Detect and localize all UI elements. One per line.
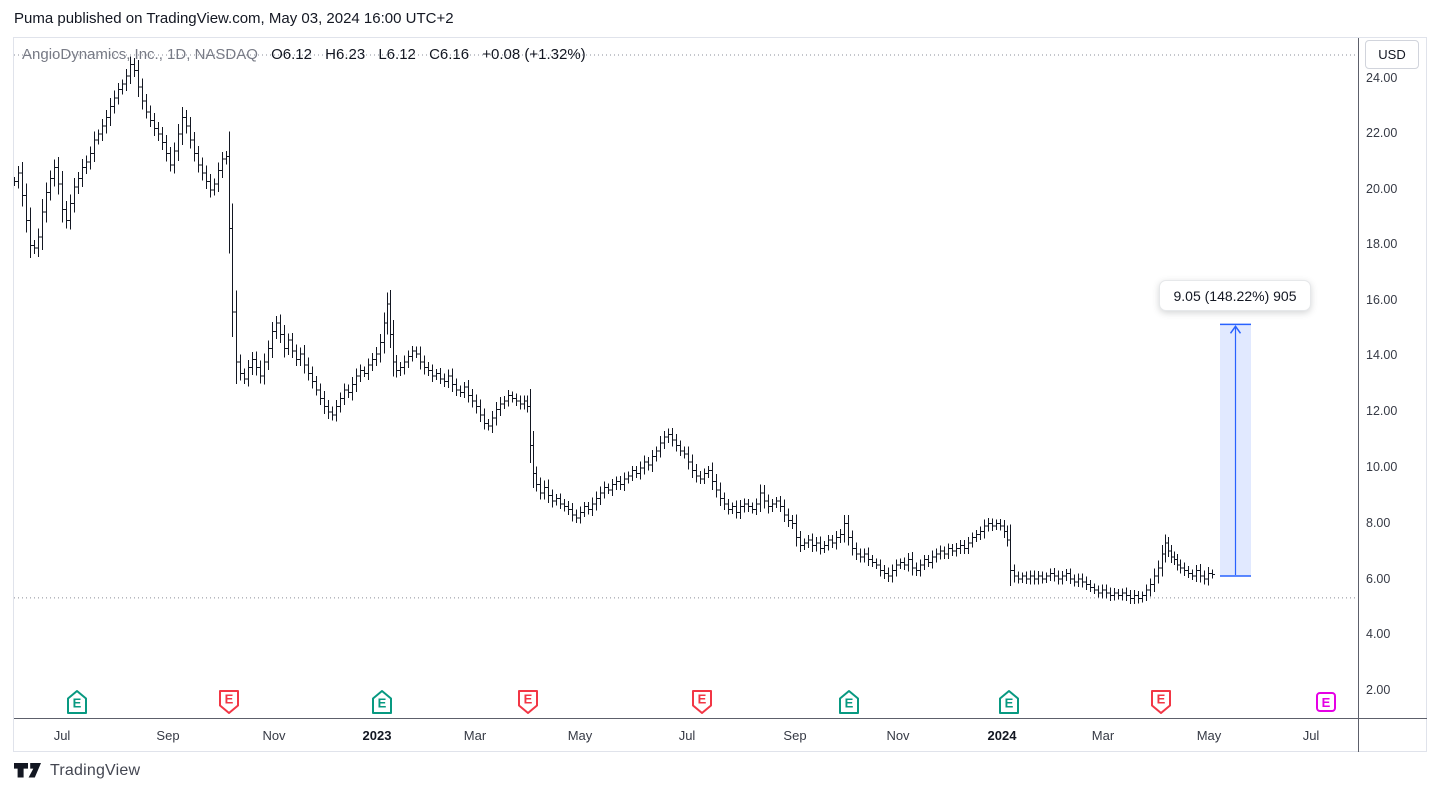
price-axis-label: 4.00 — [1366, 627, 1391, 641]
svg-text:E: E — [1322, 695, 1331, 710]
price-axis-label: 2.00 — [1366, 683, 1391, 697]
tradingview-mark-icon — [14, 763, 41, 778]
svg-text:E: E — [524, 692, 533, 707]
earnings-icon-beat[interactable]: E — [998, 689, 1020, 720]
time-axis-label: Nov — [886, 728, 910, 743]
svg-text:E: E — [378, 696, 387, 711]
time-axis-label: Jul — [678, 728, 696, 743]
earnings-icon-upcoming[interactable]: E — [1315, 691, 1337, 718]
price-axis-label: 20.00 — [1366, 182, 1398, 196]
price-bars — [14, 56, 1215, 605]
time-axis-label: Nov — [262, 728, 286, 743]
time-axis-label: Jul — [53, 728, 71, 743]
earnings-icon-miss[interactable]: E — [1150, 689, 1172, 720]
time-axis-label: 2023 — [362, 728, 392, 743]
time-axis-label: 2024 — [987, 728, 1017, 743]
price-axis-label: 16.00 — [1366, 293, 1398, 307]
time-axis-label: May — [1196, 728, 1222, 743]
earnings-icon-beat[interactable]: E — [66, 689, 88, 720]
ohlc-high-value: H6.23 — [325, 46, 366, 63]
high-low-reference-lines — [14, 54, 1358, 599]
earnings-icon-miss[interactable]: E — [218, 689, 240, 720]
ohlc-open-value: O6.12 — [271, 46, 312, 63]
change-value: +0.08 (+1.32%) — [482, 46, 586, 63]
time-axis-label: Mar — [463, 728, 487, 743]
time-axis-label: Sep — [783, 728, 807, 743]
price-axis-label: 18.00 — [1366, 237, 1398, 251]
time-axis-label: Mar — [1091, 728, 1115, 743]
earnings-icon-miss[interactable]: E — [691, 689, 713, 720]
svg-text:E: E — [698, 692, 707, 707]
svg-text:E: E — [1005, 696, 1014, 711]
symbol-title[interactable]: AngioDynamics, Inc., 1D, NASDAQ — [22, 46, 258, 63]
measure-tooltip: 9.05 (148.22%) 905 — [1159, 280, 1311, 311]
chart-legend[interactable]: AngioDynamics, Inc., 1D, NASDAQ O6.12 H6… — [22, 46, 595, 63]
time-axis-label: Sep — [156, 728, 180, 743]
price-axis-label: 24.00 — [1366, 71, 1398, 85]
ohlc-low-value: L6.12 — [378, 46, 416, 63]
price-axis-separator — [1358, 38, 1359, 752]
earnings-icon-beat[interactable]: E — [838, 689, 860, 720]
price-axis-label: 8.00 — [1366, 516, 1391, 530]
svg-text:E: E — [73, 696, 82, 711]
earnings-icon-miss[interactable]: E — [517, 689, 539, 720]
brand-text: TradingView — [50, 762, 141, 779]
attribution-text: Puma published on TradingView.com, May 0… — [14, 10, 454, 27]
earnings-icon-beat[interactable]: E — [371, 689, 393, 720]
ohlc-close-value: C6.16 — [429, 46, 470, 63]
price-axis-label: 22.00 — [1366, 126, 1398, 140]
time-axis-separator — [14, 718, 1427, 719]
currency-badge[interactable]: USD — [1365, 40, 1419, 69]
time-axis-label: Jul — [1302, 728, 1320, 743]
svg-text:E: E — [1157, 692, 1166, 707]
price-axis-label: 14.00 — [1366, 348, 1398, 362]
price-chart-canvas[interactable] — [14, 38, 1358, 718]
price-axis-label: 10.00 — [1366, 460, 1398, 474]
chart-frame — [13, 37, 1427, 752]
tradingview-logo[interactable]: TradingView — [13, 762, 140, 780]
svg-text:E: E — [225, 692, 234, 707]
svg-text:E: E — [845, 696, 854, 711]
time-axis-label: May — [567, 728, 593, 743]
price-axis-label: 12.00 — [1366, 404, 1398, 418]
measure-tool[interactable] — [1220, 323, 1251, 577]
price-axis-label: 6.00 — [1366, 572, 1391, 586]
